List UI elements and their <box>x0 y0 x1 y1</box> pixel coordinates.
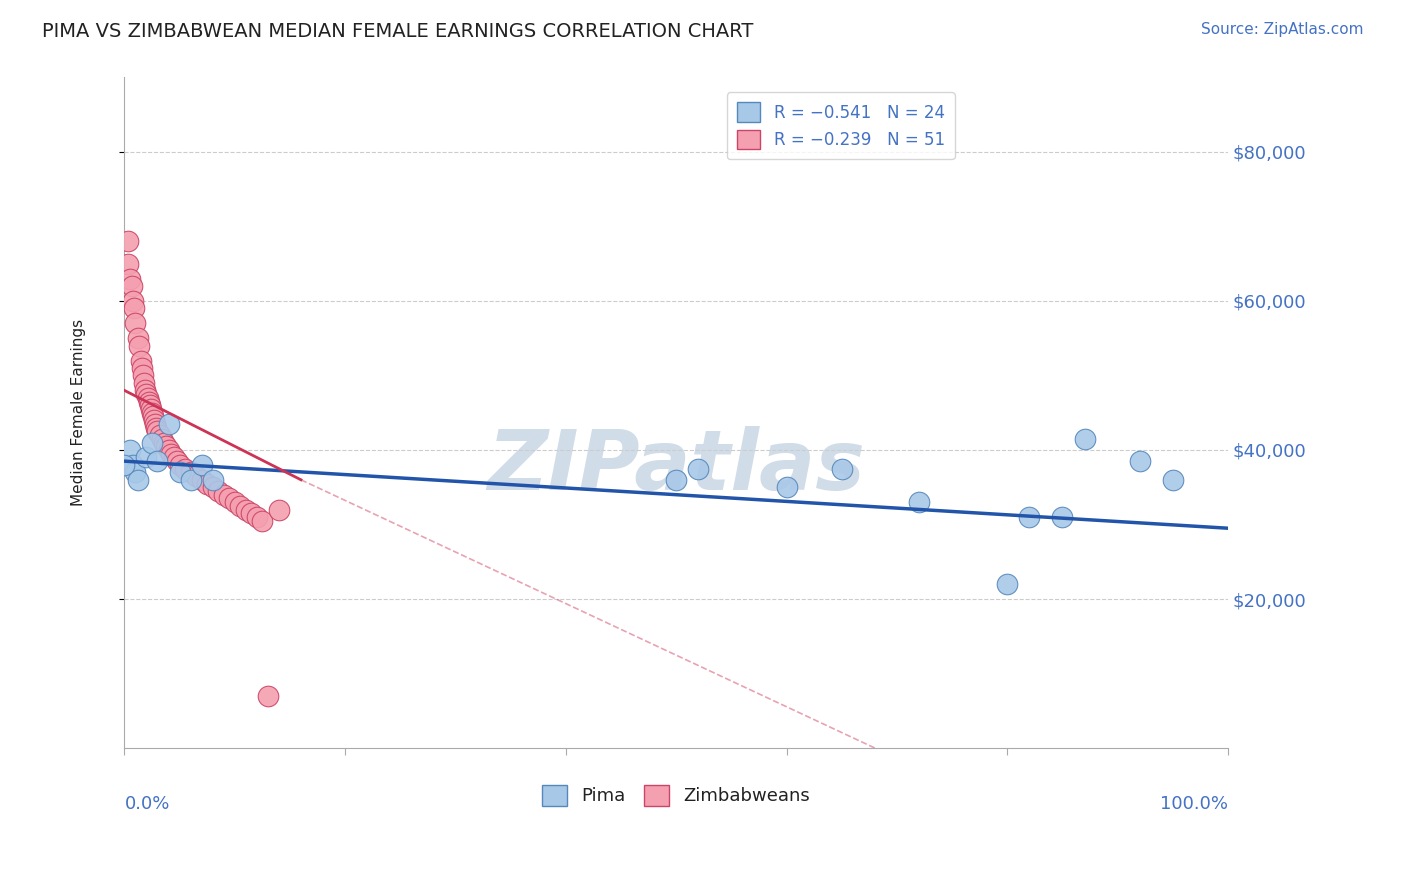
Point <box>190 458 212 472</box>
Point <box>252 514 274 528</box>
Point <box>128 339 150 353</box>
Point <box>159 447 181 461</box>
Text: 100.0%: 100.0% <box>1160 795 1227 813</box>
Point <box>166 454 188 468</box>
Point <box>149 428 172 442</box>
Point <box>118 271 141 285</box>
Text: Median Female Earnings: Median Female Earnings <box>70 319 86 507</box>
Point <box>150 432 173 446</box>
Point <box>132 368 155 383</box>
Point <box>1073 432 1095 446</box>
Point <box>135 387 157 401</box>
Text: 0.0%: 0.0% <box>124 795 170 813</box>
Point <box>146 425 169 439</box>
Point <box>127 473 149 487</box>
Point <box>665 473 688 487</box>
Point <box>153 435 176 450</box>
Point <box>1018 510 1040 524</box>
Point <box>224 495 246 509</box>
Point <box>117 235 139 249</box>
Point <box>134 376 156 390</box>
Point <box>131 361 153 376</box>
Point <box>112 458 135 472</box>
Point <box>257 689 280 703</box>
Point <box>1052 510 1074 524</box>
Point <box>143 417 166 431</box>
Point <box>155 439 177 453</box>
Legend: Pima, Zimbabweans: Pima, Zimbabweans <box>534 778 818 813</box>
Point <box>169 466 191 480</box>
Point <box>139 398 162 412</box>
Point <box>141 406 163 420</box>
Point <box>122 293 145 308</box>
Text: PIMA VS ZIMBABWEAN MEDIAN FEMALE EARNINGS CORRELATION CHART: PIMA VS ZIMBABWEAN MEDIAN FEMALE EARNING… <box>42 22 754 41</box>
Point <box>124 301 146 316</box>
Point <box>141 435 163 450</box>
Point <box>157 417 180 431</box>
Point <box>1161 473 1184 487</box>
Point <box>1129 454 1152 468</box>
Point <box>240 506 263 520</box>
Point <box>908 495 931 509</box>
Point <box>117 257 139 271</box>
Point <box>180 473 202 487</box>
Point <box>143 413 166 427</box>
Point <box>127 331 149 345</box>
Point <box>142 409 165 424</box>
Point <box>184 469 207 483</box>
Point <box>138 394 160 409</box>
Point <box>218 491 240 506</box>
Point <box>135 450 157 465</box>
Point <box>174 461 197 475</box>
Text: ZIPatlas: ZIPatlas <box>488 425 865 507</box>
Point <box>995 577 1018 591</box>
Point <box>169 458 191 472</box>
Point <box>129 353 152 368</box>
Point <box>246 510 269 524</box>
Point <box>190 473 212 487</box>
Point <box>195 476 218 491</box>
Point <box>207 483 229 498</box>
Point <box>124 466 146 480</box>
Point <box>118 442 141 457</box>
Point <box>775 480 797 494</box>
Point <box>212 488 235 502</box>
Point <box>163 450 186 465</box>
Point <box>201 473 224 487</box>
Point <box>235 502 257 516</box>
Point <box>121 279 143 293</box>
Point <box>267 502 290 516</box>
Point <box>229 499 252 513</box>
Point <box>124 316 146 330</box>
Point <box>134 384 156 398</box>
Point <box>139 402 162 417</box>
Point <box>180 466 202 480</box>
Point <box>136 391 159 405</box>
Point <box>157 442 180 457</box>
Point <box>122 458 145 472</box>
Point <box>145 420 167 434</box>
Point <box>201 480 224 494</box>
Point <box>146 454 169 468</box>
Point <box>831 461 853 475</box>
Text: Source: ZipAtlas.com: Source: ZipAtlas.com <box>1201 22 1364 37</box>
Point <box>688 461 710 475</box>
